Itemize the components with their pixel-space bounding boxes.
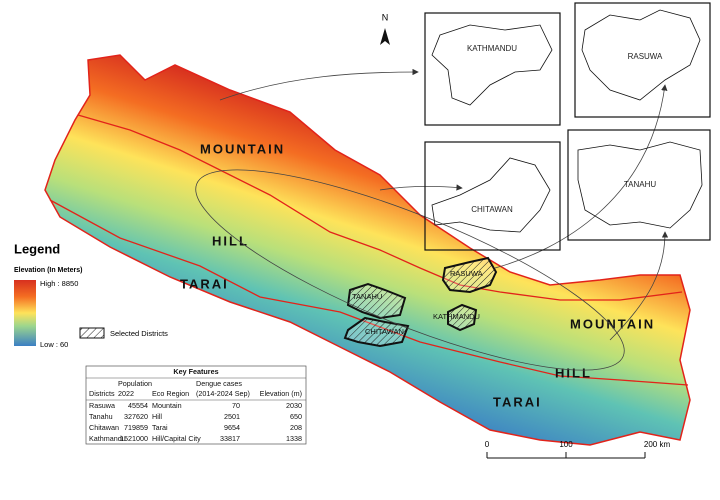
color-ramp <box>14 280 36 346</box>
region-label: HILL <box>212 233 249 248</box>
north-arrow-icon <box>380 28 390 45</box>
legend-hatch <box>79 327 105 339</box>
district-label: TANAHU <box>352 292 382 301</box>
legend: Legend Elevation (In Meters) High : 8850… <box>14 241 168 349</box>
district-chitawan <box>343 316 410 348</box>
region-label: TARAI <box>180 276 229 291</box>
legend-title: Legend <box>14 241 60 256</box>
district-label: RASUWA <box>450 269 483 278</box>
table-cell: Chitawan <box>89 423 119 432</box>
inset-box <box>424 141 561 251</box>
table-cell: 327620 <box>124 412 148 421</box>
legend-selected: Selected Districts <box>110 329 168 338</box>
legend-high: High : 8850 <box>40 279 78 288</box>
inset-label: TANAHU <box>624 180 657 189</box>
table-header: Dengue cases <box>196 379 242 388</box>
table-cell: 2030 <box>286 401 302 410</box>
table-cell: 33817 <box>220 434 240 443</box>
table-cell: 45554 <box>128 401 148 410</box>
table-header: 2022 <box>118 389 134 398</box>
north-arrow: N <box>380 12 390 45</box>
table-header: Eco Region <box>152 389 189 398</box>
table-cell: 650 <box>290 412 302 421</box>
table-cell: Hill/Capital City <box>152 434 201 443</box>
inset-box <box>424 12 561 126</box>
scale-label: 200 km <box>644 440 671 449</box>
inset-label: RASUWA <box>628 52 663 61</box>
nepal-map: MOUNTAIN HILL TARAI MOUNTAIN HILL TARAI … <box>44 54 691 446</box>
inset-shape <box>577 141 703 229</box>
table-title: Key Features <box>173 367 218 376</box>
north-label: N <box>382 12 389 22</box>
table-cell: 719859 <box>124 423 148 432</box>
district-label: CHITAWAN <box>365 327 404 336</box>
district-kathmandu <box>447 303 478 332</box>
table-cell: 9654 <box>224 423 240 432</box>
table-header: Districts <box>89 389 115 398</box>
insets: KATHMANDU RASUWA CHITAWAN TANAHU <box>424 2 711 251</box>
arrow <box>609 231 669 341</box>
district-rasuwa <box>441 256 498 294</box>
district-label: KATHMANDU <box>433 312 480 321</box>
table-header: Elevation (m) <box>260 389 302 398</box>
table-cell: Mountain <box>152 401 182 410</box>
inset-box <box>567 129 711 241</box>
table-cell: 1338 <box>286 434 302 443</box>
region-label: TARAI <box>493 394 542 409</box>
table-cell: Hill <box>152 412 162 421</box>
table-cell: 2501 <box>224 412 240 421</box>
inset-shape <box>581 9 701 101</box>
eco-boundary <box>77 114 683 301</box>
arrow <box>379 184 463 191</box>
country-shape <box>44 54 691 446</box>
inset-label: KATHMANDU <box>467 44 517 53</box>
legend-subtitle: Elevation (In Meters) <box>14 267 82 274</box>
table-header: Population <box>118 379 152 388</box>
arrow <box>219 68 419 101</box>
legend-low: Low : 60 <box>40 340 68 349</box>
table-frame <box>85 365 307 445</box>
table-cell: Kathmandu <box>89 434 126 443</box>
table-cell: 70 <box>232 401 240 410</box>
region-label: MOUNTAIN <box>200 141 285 156</box>
arrow <box>494 84 668 269</box>
inset-label: CHITAWAN <box>471 205 513 214</box>
table-cell: 1521000 <box>120 434 148 443</box>
table-cell: Tarai <box>152 423 168 432</box>
table-cell: Rasuwa <box>89 401 115 410</box>
scale-label: 0 <box>485 440 490 449</box>
table-header: (2014-2024 Sep) <box>196 389 250 398</box>
scale-label: 100 <box>559 440 573 449</box>
region-label: MOUNTAIN <box>570 316 655 331</box>
table-cell: Tanahu <box>89 412 113 421</box>
scale-bar: 0 100 200 km <box>485 440 671 459</box>
inset-shape <box>431 24 553 106</box>
callout-ellipse <box>195 169 625 371</box>
inset-shape <box>431 157 551 233</box>
inset-box <box>574 2 711 118</box>
callouts <box>195 68 669 371</box>
region-label: HILL <box>555 365 592 380</box>
table-cell: 208 <box>290 423 302 432</box>
